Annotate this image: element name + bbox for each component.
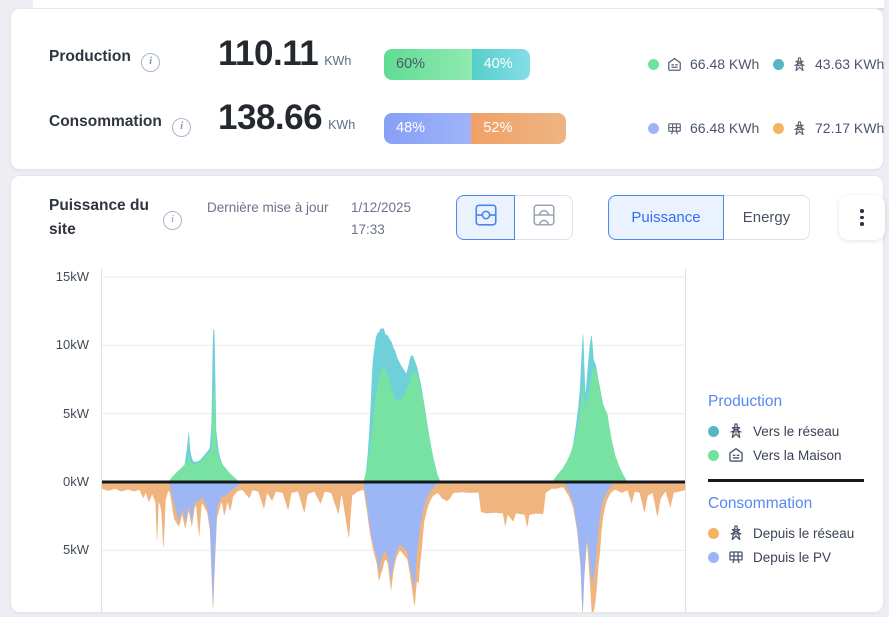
solar-panel-icon [727,548,745,566]
solar-panel-icon [666,120,683,137]
mode-toggle: Puissance Energy [608,195,810,240]
y-axis-labels: 15kW 10kW 5kW 0kW 5kW [11,269,89,612]
legend-item-from-grid[interactable]: Depuis le réseau [708,523,854,543]
house-icon [727,446,745,464]
pylon-icon [791,120,808,137]
legend-consumption-title: Consommation [708,495,813,512]
legend-item-from-pv[interactable]: Depuis le PV [708,547,831,567]
production-value: 110.11 KWh [218,34,352,73]
info-icon[interactable]: i [172,118,192,137]
tab-puissance[interactable]: Puissance [608,195,724,240]
consumption-value: 138.66 KWh [218,98,356,137]
y-axis-label: 5kW [63,405,89,421]
pylon-icon [727,524,745,542]
info-icon[interactable]: i [141,53,161,72]
house-icon [666,56,683,73]
legend-item-to-grid[interactable]: Vers le réseau [708,421,839,441]
production-selfuse-segment: 60% [384,49,472,80]
orange-dot [708,527,719,539]
more-options-button[interactable] [839,195,885,240]
production-unit: KWh [324,54,352,68]
blue-dot [708,551,719,563]
y-axis-label: 15kW [55,268,89,284]
consumption-from-pv-chip: 66.48 KWh [648,119,759,137]
mirror-chart-icon [473,202,499,233]
consumption-from-grid-segment: 52% [471,113,566,144]
production-to-house-chip: 66.48 KWh [648,55,759,73]
stack-chart-icon [531,202,557,233]
power-chart: 15kW 10kW 5kW 0kW 5kW Production Vers le rés… [11,269,883,612]
from-grid-value: 72.17 KWh [815,120,885,136]
teal-dot [773,58,784,70]
plot-area[interactable] [101,269,686,612]
from-pv-value: 66.48 KWh [690,120,760,136]
production-export-segment: 40% [471,49,530,80]
legend-production-title: Production [708,393,783,410]
consumption-from-pv-segment: 48% [384,113,472,144]
pylon-icon [791,56,808,73]
last-update-label: Dernière mise à jour [207,200,329,215]
orange-dot [773,122,784,134]
site-power-card: Puissance du site i Dernière mise à jour… [10,175,885,613]
consumption-label: Consommation i [49,113,192,137]
y-axis-label: 0kW [63,474,89,489]
production-ratio-bar: 60% 40% [384,49,530,80]
mirror-view-button[interactable] [456,195,515,240]
tab-energy[interactable]: Energy [723,195,810,240]
chart-legend: Production Vers le réseau Vers la Maison… [698,269,888,612]
info-icon[interactable]: i [163,211,182,230]
green-dot [708,449,719,461]
y-axis-label: 10kW [55,337,89,353]
chart-style-toggle [456,195,573,240]
consumption-unit: KWh [328,118,356,132]
production-label: Production i [49,48,161,72]
pylon-icon [727,422,745,440]
consumption-from-grid-chip: 72.17 KWh [773,119,884,137]
blue-dot [648,122,659,134]
to-grid-value: 43.63 KWh [815,56,885,72]
production-to-grid-chip: 43.63 KWh [773,55,884,73]
chart-title: Puissance du site [49,197,149,238]
teal-dot [708,425,719,437]
y-axis-label: 5kW [63,542,89,558]
energy-summary-card: Production i 110.11 KWh 60% 40% 66.48 KWh… [10,8,884,170]
kebab-icon [860,209,864,213]
power-chart-svg [102,276,685,612]
legend-item-to-house[interactable]: Vers la Maison [708,445,842,465]
consumption-ratio-bar: 48% 52% [384,113,566,144]
to-house-value: 66.48 KWh [690,56,760,72]
green-dot [648,58,659,70]
last-update-value: 1/12/2025 17:33 [351,200,412,237]
legend-zero-divider [708,479,864,482]
stack-view-button[interactable] [514,195,573,240]
